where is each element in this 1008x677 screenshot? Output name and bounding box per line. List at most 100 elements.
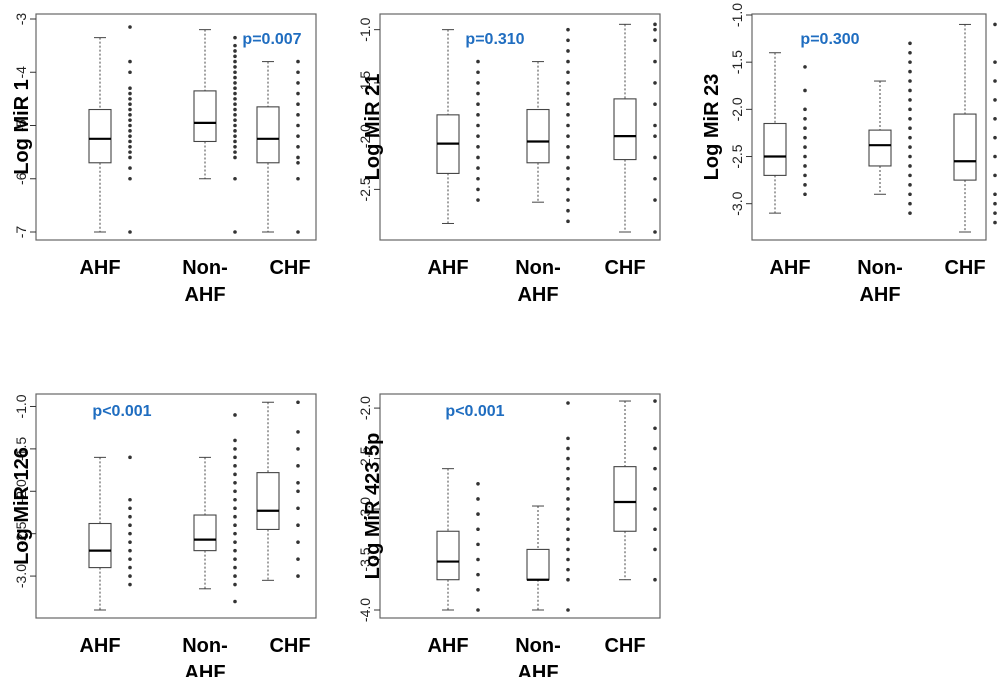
data-point xyxy=(566,547,570,552)
data-point xyxy=(296,574,300,578)
y-tick-label: -3.0 xyxy=(13,564,29,588)
data-point xyxy=(908,69,912,74)
data-point xyxy=(908,107,912,112)
data-point xyxy=(233,75,237,80)
data-point xyxy=(566,219,570,224)
y-tick-label: -5 xyxy=(13,119,29,132)
y-tick-label: -1.0 xyxy=(357,17,373,41)
data-point xyxy=(128,497,132,502)
category-label-line1: Non- xyxy=(857,257,903,279)
data-point xyxy=(233,506,237,511)
data-point xyxy=(908,211,912,215)
data-point xyxy=(908,79,912,83)
data-point xyxy=(128,134,132,138)
data-point xyxy=(233,230,237,234)
data-point xyxy=(566,517,570,521)
data-point xyxy=(296,464,300,468)
category-label: AHF xyxy=(79,257,120,279)
data-point xyxy=(233,497,237,502)
data-point xyxy=(476,145,480,149)
data-point xyxy=(566,401,570,405)
data-point xyxy=(128,540,132,544)
data-point xyxy=(233,481,237,485)
data-point xyxy=(233,565,237,570)
data-point xyxy=(296,91,300,96)
box-iqr xyxy=(256,472,280,530)
data-point xyxy=(296,230,300,234)
data-point xyxy=(476,497,480,501)
data-point xyxy=(233,447,237,451)
data-point xyxy=(233,155,237,160)
category-label-line2: AHF xyxy=(859,284,900,306)
data-point xyxy=(296,447,300,451)
data-point xyxy=(566,497,570,501)
data-point xyxy=(566,476,570,481)
data-point xyxy=(233,145,237,149)
category-label: Non- AHF xyxy=(857,257,903,306)
data-point xyxy=(128,557,132,561)
data-point xyxy=(653,230,657,234)
box-iqr xyxy=(88,522,112,569)
category-label: Non- AHF xyxy=(182,257,228,306)
y-tick-label: -1.0 xyxy=(729,3,745,27)
data-point xyxy=(233,49,237,53)
plot-frame xyxy=(379,13,661,241)
data-point xyxy=(296,506,300,511)
data-point xyxy=(566,456,570,461)
data-point xyxy=(128,113,132,117)
data-point xyxy=(908,201,912,206)
data-point xyxy=(233,489,237,494)
data-point xyxy=(128,102,132,106)
data-point xyxy=(233,599,237,604)
data-point xyxy=(296,160,300,165)
data-point xyxy=(233,464,237,468)
data-point xyxy=(993,22,997,27)
y-tick-label: -2.0 xyxy=(357,124,373,148)
data-point xyxy=(296,81,300,85)
data-point xyxy=(128,97,132,101)
data-point xyxy=(566,155,570,160)
data-point xyxy=(653,527,657,532)
data-point xyxy=(233,113,237,117)
data-point xyxy=(908,116,912,121)
data-point xyxy=(803,154,807,159)
data-point xyxy=(566,38,570,43)
box-iqr xyxy=(88,108,112,164)
data-point xyxy=(653,81,657,85)
panel-5: -2.0 -2.5 -3.0 -3.5 -4.0 Log MiR 423 5p p<0.00… xyxy=(357,393,661,677)
data-point xyxy=(653,134,657,138)
data-point xyxy=(296,557,300,561)
data-point xyxy=(803,126,807,131)
y-tick-label: -1.0 xyxy=(13,394,29,418)
data-point xyxy=(476,482,480,486)
data-point xyxy=(908,135,912,140)
data-point xyxy=(566,27,570,32)
y-tick-label: -1.5 xyxy=(729,50,745,74)
data-point xyxy=(233,540,237,544)
data-point xyxy=(476,113,480,117)
data-point xyxy=(233,548,237,553)
category-label-line1: Non- xyxy=(515,257,561,279)
data-point xyxy=(296,155,300,160)
data-point xyxy=(233,150,237,154)
y-tick-label: -2.5 xyxy=(357,446,373,470)
data-point xyxy=(128,574,132,578)
data-point xyxy=(128,150,132,154)
data-point xyxy=(233,531,237,536)
data-point xyxy=(476,155,480,160)
data-point xyxy=(908,154,912,159)
data-point xyxy=(566,102,570,106)
data-point xyxy=(128,139,132,144)
data-point xyxy=(653,487,657,491)
data-point xyxy=(233,43,237,48)
data-point xyxy=(803,135,807,140)
data-point xyxy=(566,208,570,213)
data-point xyxy=(566,608,570,612)
data-point xyxy=(233,97,237,101)
box-iqr xyxy=(613,98,637,161)
data-point xyxy=(993,211,997,215)
data-point xyxy=(296,59,300,64)
y-axis-title: Log MiR 1 xyxy=(11,79,33,175)
data-point xyxy=(908,60,912,64)
